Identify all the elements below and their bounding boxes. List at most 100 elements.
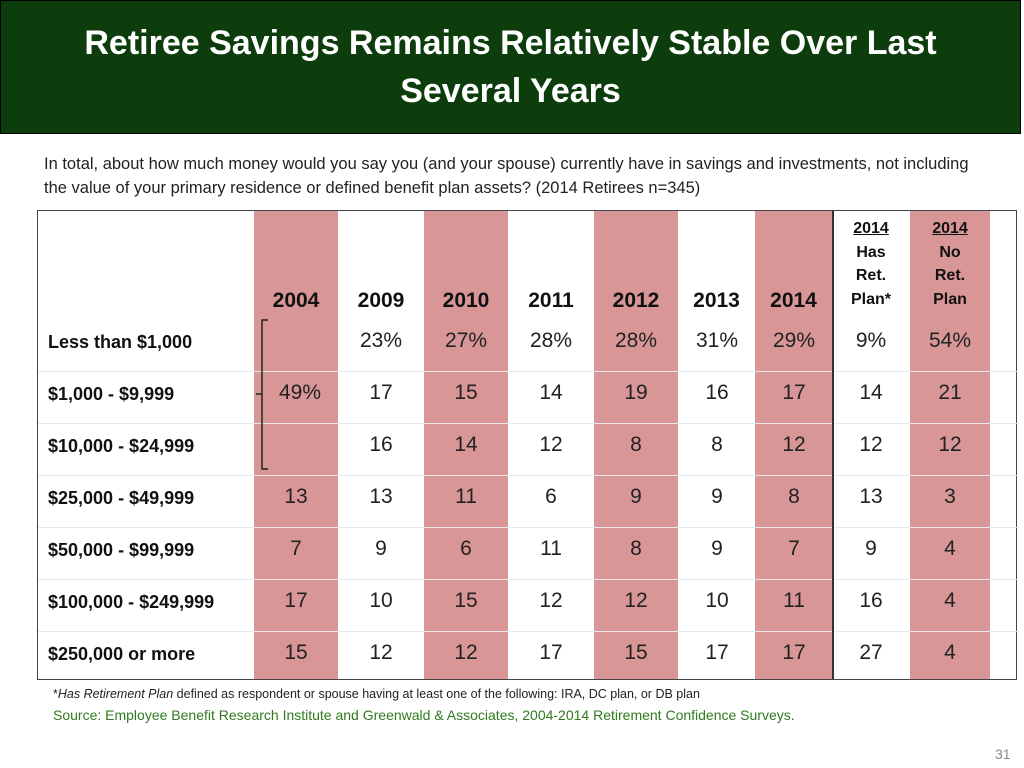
page-number: 31 (995, 746, 1011, 762)
table-cell: 4 (944, 641, 956, 664)
row-divider (38, 371, 1018, 372)
table-cell: 9% (855, 329, 887, 352)
table-cell: 12 (454, 641, 478, 664)
row-divider (38, 579, 1018, 580)
table-cell: 29% (772, 329, 816, 352)
shade-col-2010 (424, 211, 508, 679)
table-cell: 15 (454, 589, 478, 612)
table-cell: 11 (455, 485, 477, 508)
header-has-plan-line4: Plan* (850, 290, 891, 308)
table-cell: 54% (928, 329, 972, 352)
footnote: *Has Retirement Plan defined as responde… (53, 687, 700, 701)
table-cell: 13 (369, 485, 393, 508)
table-cell: 6 (460, 537, 472, 560)
header-2010: 2010 (442, 289, 490, 312)
table-cell: 8 (630, 537, 642, 560)
column-separator (832, 211, 834, 679)
table-cell: 12 (938, 433, 962, 456)
row-label: Less than $1,000 (48, 332, 193, 352)
table-cell: 17 (539, 641, 563, 664)
row-divider (38, 475, 1018, 476)
table-cell: 8 (788, 485, 800, 508)
header-no-plan-year: 2014 (932, 220, 968, 237)
shade-col-no-plan (910, 211, 990, 679)
table-cell: 9 (865, 537, 877, 560)
table-cell: 13 (284, 485, 308, 508)
table-cell: 12 (624, 589, 648, 612)
shade-col-2014 (755, 211, 832, 679)
header-no-plan-line4: Plan (933, 290, 967, 308)
table-cell: 17 (782, 641, 806, 664)
header-has-plan-year: 2014 (853, 220, 889, 237)
table-cell: 12 (539, 433, 563, 456)
table-cell: 49% (278, 381, 322, 404)
table-cell: 15 (284, 641, 308, 664)
shade-col-2012 (594, 211, 678, 679)
survey-question: In total, about how much money would you… (44, 155, 969, 197)
table-cell: 14 (859, 381, 883, 404)
row-label: $10,000 - $24,999 (48, 436, 195, 456)
header-2014: 2014 (770, 289, 817, 312)
table-cell: 14 (454, 433, 478, 456)
title-bar: Retiree Savings Remains Relatively Stabl… (0, 0, 1021, 134)
table-cell: 16 (369, 433, 393, 456)
table-cell: 3 (944, 485, 956, 508)
slide-title: Retiree Savings Remains Relatively Stabl… (84, 24, 937, 110)
table-cell: 28% (614, 329, 658, 352)
table-cell: 15 (624, 641, 648, 664)
footnote-italic: Has Retirement Plan (57, 687, 174, 701)
table-cell: 12 (782, 433, 806, 456)
savings-table: 2004 2009 2010 2011 2012 2013 2014 2014 … (37, 210, 1018, 680)
table-cell: 27% (444, 329, 488, 352)
table-cell: 27 (859, 641, 883, 664)
row-divider (38, 631, 1018, 632)
shade-col-2004 (254, 211, 338, 679)
table-cell: 9 (711, 485, 723, 508)
table-cell: 17 (705, 641, 729, 664)
table-cell: 31% (695, 329, 739, 352)
table-cell: 13 (859, 485, 883, 508)
header-has-plan: 2014 Has Ret. Plan* (832, 217, 910, 311)
header-2012: 2012 (612, 289, 660, 312)
table-cell: 19 (624, 381, 648, 404)
table-cell: 7 (788, 537, 800, 560)
table-cell: 17 (284, 589, 308, 612)
table-cell: 4 (944, 589, 956, 612)
table-cell: 12 (859, 433, 883, 456)
table-cell: 15 (454, 381, 478, 404)
header-no-plan-line2: No (939, 243, 961, 261)
table-cell: 23% (359, 329, 403, 352)
header-2009: 2009 (357, 289, 405, 312)
header-no-plan: 2014 No Ret. Plan (910, 217, 990, 311)
row-divider (38, 527, 1018, 528)
table-cell: 9 (711, 537, 723, 560)
table-cell: 8 (630, 433, 642, 456)
table-cell: 4 (944, 537, 956, 560)
header-2013: 2013 (693, 289, 740, 312)
table-cell: 14 (539, 381, 563, 404)
source-note: Source: Employee Benefit Research Instit… (53, 707, 795, 723)
table-cell: 21 (938, 381, 962, 404)
bracket-icon (256, 319, 268, 470)
table-cell: 8 (711, 433, 723, 456)
row-label: $50,000 - $99,999 (48, 540, 195, 560)
table-cell: 12 (369, 641, 393, 664)
table-cell: 6 (545, 485, 557, 508)
table-cell: 9 (630, 485, 642, 508)
table-cell: 11 (783, 589, 805, 612)
row-label: $100,000 - $249,999 (48, 592, 215, 612)
row-label: $25,000 - $49,999 (48, 488, 195, 508)
header-has-plan-line2: Has (856, 243, 886, 261)
row-label: $1,000 - $9,999 (48, 384, 175, 404)
table-cell: 11 (540, 537, 562, 560)
table-cell: 28% (529, 329, 573, 352)
header-no-plan-line3: Ret. (934, 267, 966, 284)
row-label: $250,000 or more (48, 644, 196, 664)
table-cell: 16 (705, 381, 729, 404)
row-divider (38, 423, 1018, 424)
header-has-plan-line3: Ret. (855, 267, 887, 284)
table-cell: 17 (369, 381, 393, 404)
footnote-text: defined as respondent or spouse having a… (173, 687, 700, 701)
table-cell: 9 (375, 537, 387, 560)
table-cell: 16 (859, 589, 883, 612)
